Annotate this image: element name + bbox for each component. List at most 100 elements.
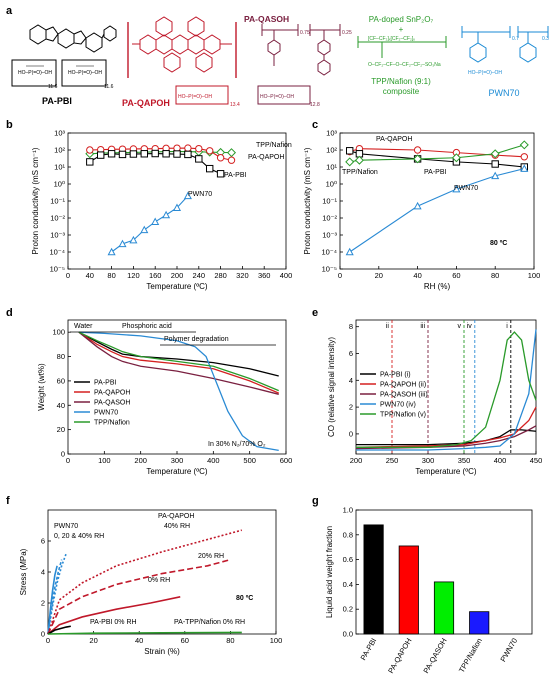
y-tick-label: 10⁻³ [322,231,337,240]
x-tick-label: 320 [236,271,249,280]
y-tick-label: 0.6 [343,555,353,564]
series-line [78,331,279,394]
structure-label-pwn70: PWN70 [488,88,519,98]
legend-label: PA-PBI [94,380,116,387]
data-point [183,191,192,200]
curve-label: 20% RH [198,553,224,560]
structure-pa-pbi [11,24,117,87]
x-tick-label: 250 [386,456,399,465]
annotation: 80 ºC [236,595,253,602]
x-tick-label: 60 [452,271,460,280]
y-tick-label: 10⁻¹ [50,197,65,206]
y-tick-label: 2 [349,403,353,412]
data-point [172,203,182,211]
panel-label: d [6,307,13,319]
x-axis-label: Strain (%) [144,647,180,656]
panel-e: e 200 250 300 350 400 450 0 2 4 6 8 Temperature (ºC)… [312,307,542,476]
y-tick-label: 10⁰ [54,180,65,189]
data-point [216,170,225,178]
x-tick-label: 60 [181,636,189,645]
x-axis-label: Temperature (ºC) [415,467,476,476]
curve-label: 0, 20 & 40% RH [54,533,104,540]
series-line [47,625,71,635]
legend-label: PA-QASOH (iii) [380,392,428,399]
legend-label: PWN70 (iv) [380,402,416,409]
panel-f: f 0 20 40 60 80 100 0 2 4 6 Strain (%) Stress (MPa) P… [6,495,282,656]
plot-frame [47,509,277,635]
y-tick-label: 0.2 [343,605,353,614]
y-tick-label: 2 [41,599,45,608]
series-line [356,329,537,451]
x-tick-label: 400 [494,456,507,465]
data-point [226,148,237,158]
data-point [107,247,116,256]
data-point [346,147,354,155]
legend-label: PA-QASOH [94,400,130,407]
y-tick-label: 10² [326,146,337,155]
tpp-line-3: TPP/Nafion (9:1) [371,77,431,86]
y-tick-label: 40 [57,401,65,410]
series-line [356,429,537,446]
panel-a: a HO–P(=O)–OH HO–P(=O)–OH 11.6 11.6 PA-P… [6,5,549,108]
series-label: PA-PBI [224,172,246,179]
bar [433,581,455,635]
series-label: PWN70 [188,191,212,198]
data-point [151,149,159,158]
curve-label: 0% RH [148,577,170,584]
data-point [162,210,171,219]
legend-label: PA-PBI (i) [380,372,411,379]
curve-label: PA-QAPOH [158,513,194,520]
marker-label: iii [420,323,425,330]
y-tick-label: 10¹ [326,163,337,172]
y-tick-label: 6 [349,349,353,358]
y-tick-label: 100 [52,328,65,337]
x-tick-label: 600 [280,456,293,465]
y-axis-label: Proton conductivity (mS cm⁻¹) [31,147,40,254]
y-tick-label: 10⁰ [326,180,337,189]
series-label: PWN70 [454,185,478,192]
region-label: Polymer degradation [164,336,229,343]
series-label: TPP/Nafion [342,169,378,176]
y-tick-label: 4 [41,568,45,577]
qapoh-subscript: 13.4 [230,102,240,108]
marker-label: ii [386,323,390,330]
panel-label: e [312,307,318,319]
panel-g: g 0.0 0.2 0.4 0.6 0.8 1.0 Liquid acid weight fr… [312,495,533,675]
y-tick-label: 10⁻⁴ [49,248,65,257]
category-label: PA-QASOH [421,637,448,675]
curve-label: PA-PBI 0% RH [90,619,137,626]
y-tick-label: 10⁻⁵ [50,265,65,274]
data-point [227,156,236,164]
plot-frame [339,132,535,270]
y-tick-label: 0 [61,450,65,459]
series-label: PA-QAPOH [376,136,412,143]
pwn70-subscript-2: 0.3 [542,36,549,42]
series-line [78,331,279,451]
data-point [490,149,500,159]
nafion-sidechain: O–CF₂–CF–O–CF₂–CF₂–SO₃Na [368,62,441,68]
annotation: In 30% N₂/70% O₂ [208,441,266,448]
plot-frame [355,319,537,455]
y-axis-label: Stress (MPa) [19,548,28,595]
qasoh-subscript-2: 0.25 [342,30,352,36]
y-axis-label: Weight (wt%) [37,363,46,411]
x-tick-label: 120 [127,271,140,280]
data-point [413,154,423,164]
panel-label: b [6,119,13,131]
x-tick-label: 0 [66,271,70,280]
panel-label: c [312,119,318,131]
category-label: PWN70 [498,637,519,664]
data-point [451,153,461,163]
x-tick-label: 240 [193,271,206,280]
marker-label: iv [467,323,473,330]
structure-pwn70 [461,26,549,63]
data-point [118,239,127,248]
legend-label: PWN70 [94,410,118,417]
x-tick-label: 280 [214,271,227,280]
legend-label: PA-QAPOH (ii) [380,382,426,389]
qasoh-acid-group: HO–P(=O)–OH [260,94,294,100]
x-tick-label: 500 [243,456,256,465]
y-tick-label: 10¹ [54,163,65,172]
structure-label-pa-qapoh: PA-QAPOH [122,98,170,108]
